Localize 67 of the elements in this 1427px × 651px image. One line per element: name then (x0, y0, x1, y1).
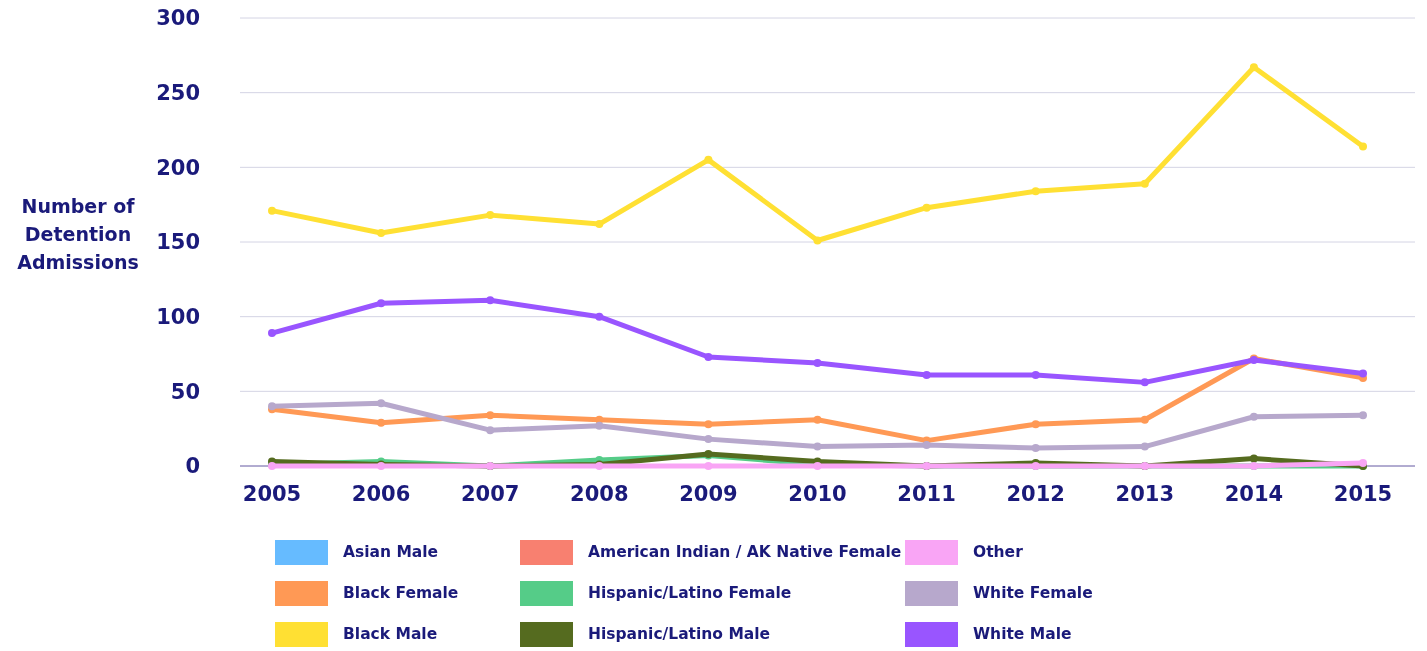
x-tick-label: 2009 (679, 482, 738, 507)
legend-label: Black Male (343, 625, 438, 644)
point (1140, 378, 1149, 387)
x-tick-label: 2008 (570, 482, 629, 507)
point (377, 229, 386, 238)
point (922, 370, 931, 379)
x-tick-label: 2006 (351, 482, 411, 507)
point (1031, 420, 1040, 429)
point (1359, 142, 1367, 151)
point (704, 462, 713, 470)
y-tick-label: 200 (156, 155, 200, 180)
point (813, 442, 822, 451)
point (486, 211, 495, 220)
point (1140, 179, 1149, 188)
point (922, 441, 931, 450)
point (1359, 411, 1367, 420)
point (268, 329, 276, 338)
point (486, 296, 495, 305)
point (813, 236, 822, 245)
x-tick-label: 2011 (897, 482, 956, 507)
point (813, 415, 822, 424)
point (1140, 442, 1149, 451)
x-tick-label: 2010 (788, 482, 847, 507)
legend-label: Asian Male (343, 543, 439, 562)
x-tick-label: 2015 (1333, 482, 1393, 507)
point (922, 203, 931, 212)
point (704, 352, 713, 361)
point (595, 220, 604, 229)
y-tick-label: 250 (156, 81, 200, 106)
legend-label: Other (973, 543, 1024, 562)
point (1140, 415, 1149, 424)
y-axis-title: Number of Detention Admissions (17, 195, 139, 273)
point (1249, 454, 1258, 463)
point (1249, 63, 1258, 72)
point (813, 358, 822, 367)
legend-label: White Male (973, 625, 1072, 644)
point (1249, 412, 1258, 421)
point (704, 155, 713, 164)
point (1031, 370, 1040, 379)
y-tick-label: 150 (156, 230, 200, 255)
point (704, 420, 713, 429)
y-tick-label: 0 (185, 454, 200, 479)
x-tick-label: 2014 (1224, 482, 1284, 507)
point (1031, 444, 1040, 453)
y-tick-label: 300 (156, 6, 200, 31)
point (268, 206, 276, 215)
x-tick-label: 2013 (1115, 482, 1175, 507)
legend-label: White Female (973, 584, 1093, 603)
legend-label: Hispanic/Latino Male (588, 625, 771, 644)
point (1359, 369, 1367, 378)
point (377, 299, 386, 308)
x-tick-label: 2007 (460, 482, 520, 507)
point (486, 426, 495, 435)
legend-label: Black Female (343, 584, 459, 603)
x-tick-label: 2005 (242, 482, 302, 507)
point (595, 421, 604, 430)
point (377, 399, 386, 408)
point (704, 435, 713, 444)
y-tick-label: 50 (170, 379, 200, 404)
point (486, 411, 495, 420)
y-tick-label: 100 (156, 305, 200, 330)
point (595, 312, 604, 321)
legend-label: American Indian / AK Native Female (588, 543, 902, 562)
point (1031, 187, 1040, 196)
x-tick-label: 2012 (1006, 482, 1065, 507)
legend-label: Hispanic/Latino Female (588, 584, 792, 603)
point (377, 418, 386, 427)
